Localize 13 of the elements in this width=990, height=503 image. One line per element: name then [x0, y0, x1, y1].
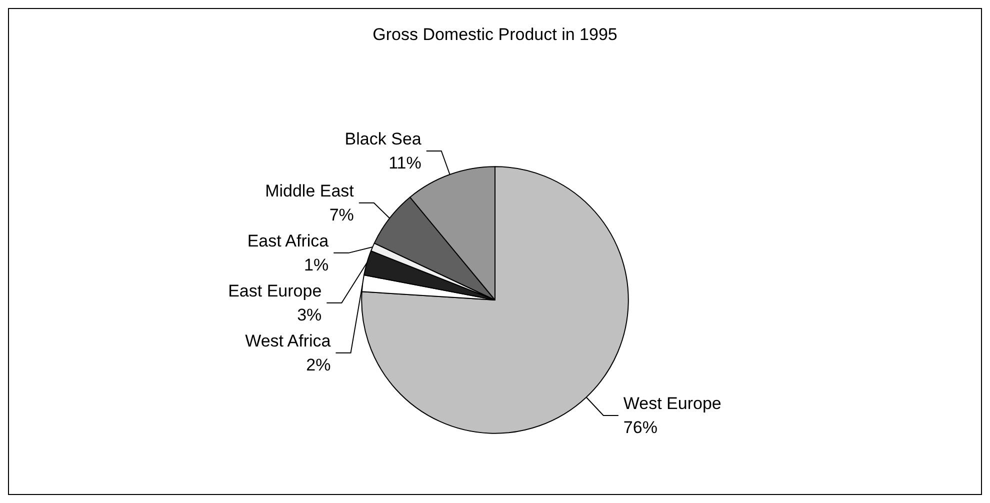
- slice-label: Middle East: [265, 181, 354, 200]
- slice-label: East Europe: [228, 281, 322, 300]
- slice-label: West Europe: [623, 394, 722, 413]
- data-label: 2%: [306, 355, 331, 374]
- slice-label: Black Sea: [344, 129, 422, 148]
- data-label: 76%: [623, 418, 658, 437]
- slice-label: East Africa: [247, 231, 330, 250]
- data-label: 11%: [388, 153, 422, 172]
- chart-title: Gross Domestic Product in 1995: [372, 25, 618, 44]
- data-label: 3%: [297, 305, 322, 324]
- slice-label: West Africa: [245, 331, 332, 350]
- data-label: 1%: [304, 255, 329, 274]
- data-label: 7%: [329, 205, 354, 224]
